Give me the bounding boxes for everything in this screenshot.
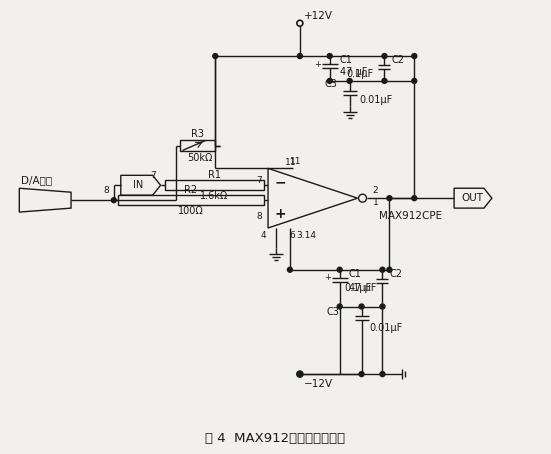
Text: 7: 7 xyxy=(256,176,262,185)
Circle shape xyxy=(387,267,392,272)
Text: +: + xyxy=(274,207,286,221)
Circle shape xyxy=(412,79,417,84)
Circle shape xyxy=(387,196,392,201)
Circle shape xyxy=(347,79,352,84)
Text: R3: R3 xyxy=(191,128,204,138)
Circle shape xyxy=(380,267,385,272)
Circle shape xyxy=(380,372,385,376)
Circle shape xyxy=(359,372,364,376)
Circle shape xyxy=(337,267,342,272)
Text: 7: 7 xyxy=(150,171,155,180)
Text: 11: 11 xyxy=(290,157,302,166)
Text: C2: C2 xyxy=(391,55,404,65)
Text: 1.6kΩ: 1.6kΩ xyxy=(200,191,229,201)
Text: 47 μF: 47 μF xyxy=(339,67,367,77)
Text: 47 μF: 47 μF xyxy=(349,283,376,293)
Polygon shape xyxy=(121,175,160,195)
Text: C3: C3 xyxy=(327,307,339,317)
Circle shape xyxy=(412,196,417,201)
Text: −: − xyxy=(274,175,286,189)
Text: +: + xyxy=(325,273,331,282)
Circle shape xyxy=(327,79,332,84)
Text: R2: R2 xyxy=(185,185,197,195)
Text: 11: 11 xyxy=(285,158,297,167)
Bar xyxy=(165,180,264,190)
Circle shape xyxy=(213,54,218,59)
Text: +12V: +12V xyxy=(304,11,333,21)
Polygon shape xyxy=(454,188,492,208)
Text: 0.1μF: 0.1μF xyxy=(344,283,372,293)
Text: 0.1μF: 0.1μF xyxy=(347,69,374,79)
Circle shape xyxy=(298,372,302,376)
Circle shape xyxy=(382,79,387,84)
Text: C1: C1 xyxy=(349,269,361,279)
Polygon shape xyxy=(268,168,358,228)
Circle shape xyxy=(298,54,302,59)
Polygon shape xyxy=(19,188,71,212)
Text: C3: C3 xyxy=(325,79,338,89)
Circle shape xyxy=(111,197,116,202)
Text: 6: 6 xyxy=(289,232,295,241)
Text: 0.01μF: 0.01μF xyxy=(370,323,403,333)
Text: MAX912CPE: MAX912CPE xyxy=(380,211,442,221)
Circle shape xyxy=(382,54,387,59)
Text: +: + xyxy=(315,59,321,69)
Text: 4: 4 xyxy=(261,232,266,241)
Text: 100Ω: 100Ω xyxy=(178,206,204,216)
Text: C1: C1 xyxy=(339,55,353,65)
Text: 3.14: 3.14 xyxy=(296,232,316,241)
Circle shape xyxy=(359,194,366,202)
Circle shape xyxy=(288,267,293,272)
Text: IN: IN xyxy=(133,180,143,190)
Text: C2: C2 xyxy=(390,269,402,279)
Bar xyxy=(118,195,264,205)
Circle shape xyxy=(337,304,342,309)
Circle shape xyxy=(359,304,364,309)
Text: −12V: −12V xyxy=(304,379,333,389)
Text: D/A控制: D/A控制 xyxy=(21,175,52,185)
Text: 0.01μF: 0.01μF xyxy=(360,95,393,105)
Circle shape xyxy=(327,54,332,59)
Bar xyxy=(181,139,215,152)
Text: 2: 2 xyxy=(372,186,378,195)
Text: 8: 8 xyxy=(103,186,109,195)
Circle shape xyxy=(380,304,385,309)
Text: 50kΩ: 50kΩ xyxy=(187,153,213,163)
Text: 图 4  MAX912整形触发电路图: 图 4 MAX912整形触发电路图 xyxy=(205,432,345,445)
Text: 1: 1 xyxy=(372,197,378,207)
Circle shape xyxy=(412,54,417,59)
Text: OUT: OUT xyxy=(461,193,483,203)
Text: R1: R1 xyxy=(208,170,221,180)
Text: 8: 8 xyxy=(256,212,262,221)
